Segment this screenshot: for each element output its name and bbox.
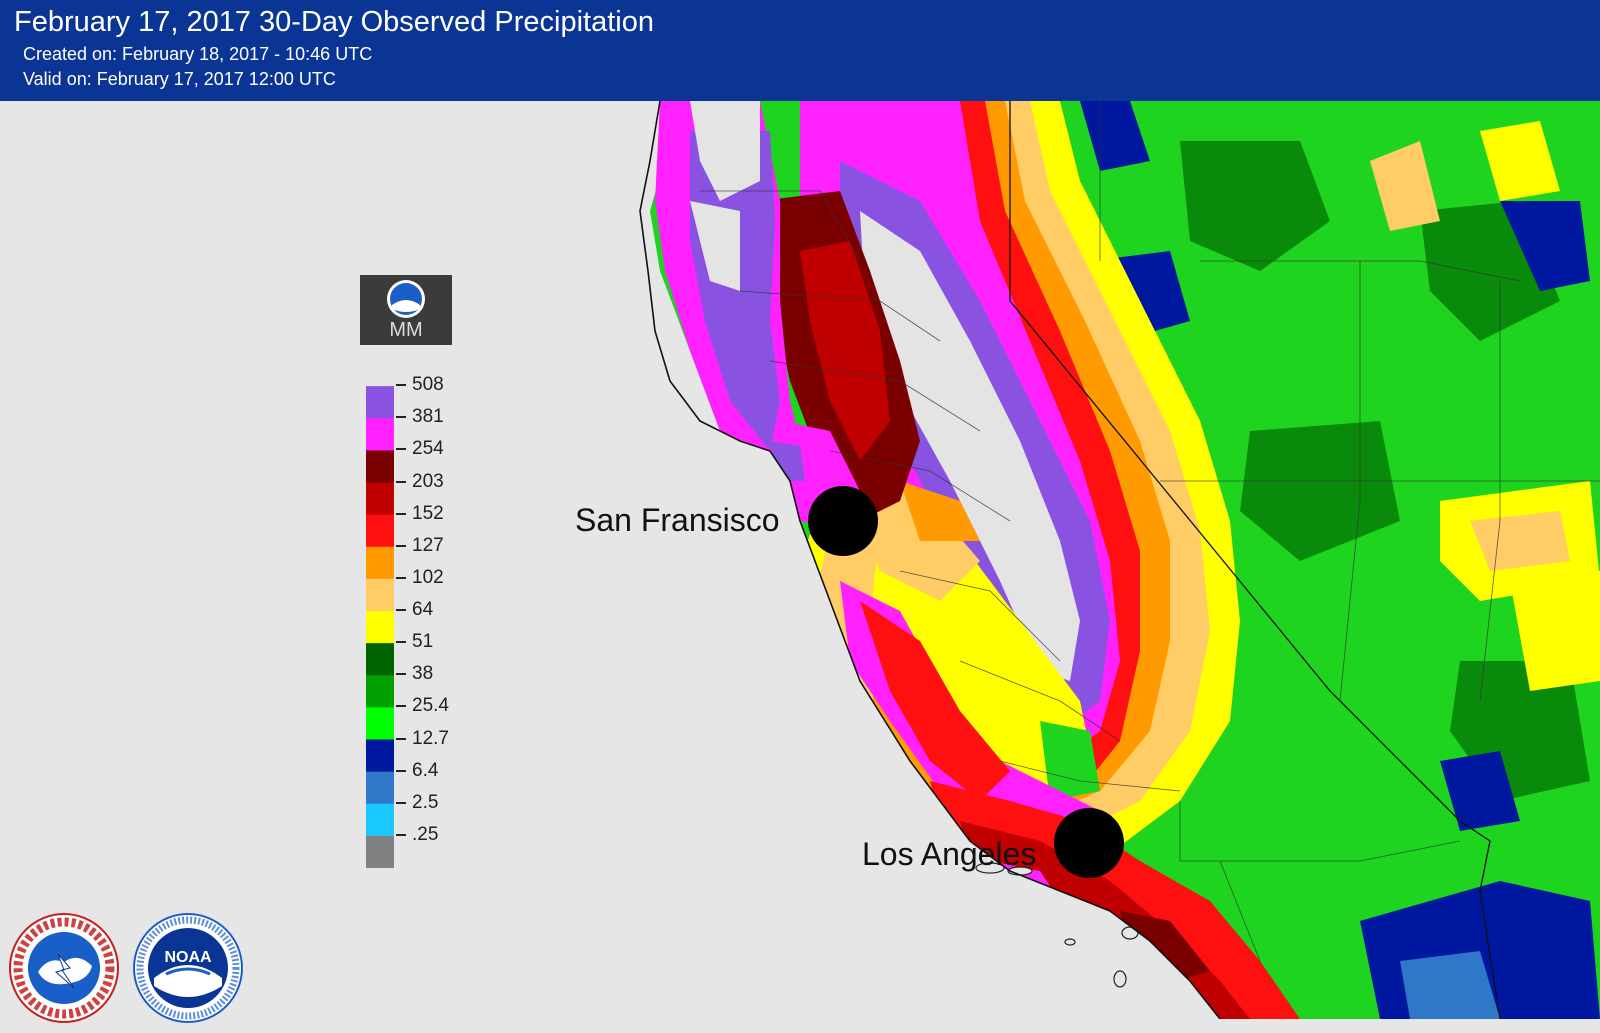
legend-swatch	[366, 450, 394, 483]
legend-label: 254	[396, 438, 444, 460]
legend-swatch	[366, 514, 394, 548]
legend-label: 203	[396, 471, 444, 493]
ocean	[0, 101, 1220, 1019]
legend-label: 508	[396, 374, 444, 396]
legend-swatch	[366, 771, 394, 805]
legend-label: 127	[396, 535, 444, 557]
legend-unit: MM	[389, 319, 423, 341]
map-title: February 17, 2017 30-Day Observed Precip…	[14, 6, 654, 38]
legend-label: 64	[396, 599, 433, 621]
legend-label: 51	[396, 631, 433, 653]
nws-logo	[9, 913, 119, 1023]
city-label-san-francisco: San Fransisco	[575, 502, 780, 538]
legend-label: 2.5	[396, 792, 438, 814]
legend-label: 152	[396, 503, 444, 525]
coastline	[639, 101, 1221, 1019]
legend-label: .25	[396, 824, 438, 846]
legend-swatch	[366, 482, 394, 516]
legend-label: 381	[396, 406, 444, 428]
legend-label: 6.4	[396, 760, 438, 782]
state-border	[1009, 101, 1501, 1019]
band-gray	[860, 211, 1080, 681]
legend-label: 38	[396, 663, 433, 685]
legend-swatch	[366, 386, 394, 419]
precipitation-map	[0, 101, 1600, 1019]
legend-swatch	[366, 707, 394, 740]
legend-swatch	[366, 739, 394, 773]
legend-swatch	[366, 675, 394, 708]
valid-on-text: Valid on: February 17, 2017 12:00 UTC	[23, 69, 336, 89]
noaa-logo-text: NOAA	[164, 949, 212, 966]
legend-label: 25.4	[396, 695, 449, 717]
legend-swatch	[366, 803, 394, 837]
header-banner: February 17, 2017 30-Day Observed Precip…	[0, 0, 1600, 101]
legend-swatch	[366, 546, 394, 580]
legend-color-bar	[366, 354, 394, 868]
created-on-text: Created on: February 18, 2017 - 10:46 UT…	[23, 44, 373, 64]
legend-label: 102	[396, 567, 444, 589]
noaa-logo: NOAA	[133, 913, 243, 1023]
legend-swatch	[366, 835, 394, 868]
legend-swatch	[366, 643, 394, 676]
city-label-los-angeles: Los Angeles	[862, 836, 1037, 872]
legend-swatch	[366, 418, 394, 451]
noaa-mini-icon	[387, 280, 425, 318]
legend-swatch	[366, 578, 394, 612]
city-marker-san-francisco	[808, 486, 878, 556]
legend-header: MM	[360, 275, 452, 345]
legend-swatch	[366, 354, 394, 387]
legend-label: 12.7	[396, 728, 449, 750]
legend-swatch	[366, 611, 394, 644]
city-marker-los-angeles	[1054, 808, 1124, 878]
